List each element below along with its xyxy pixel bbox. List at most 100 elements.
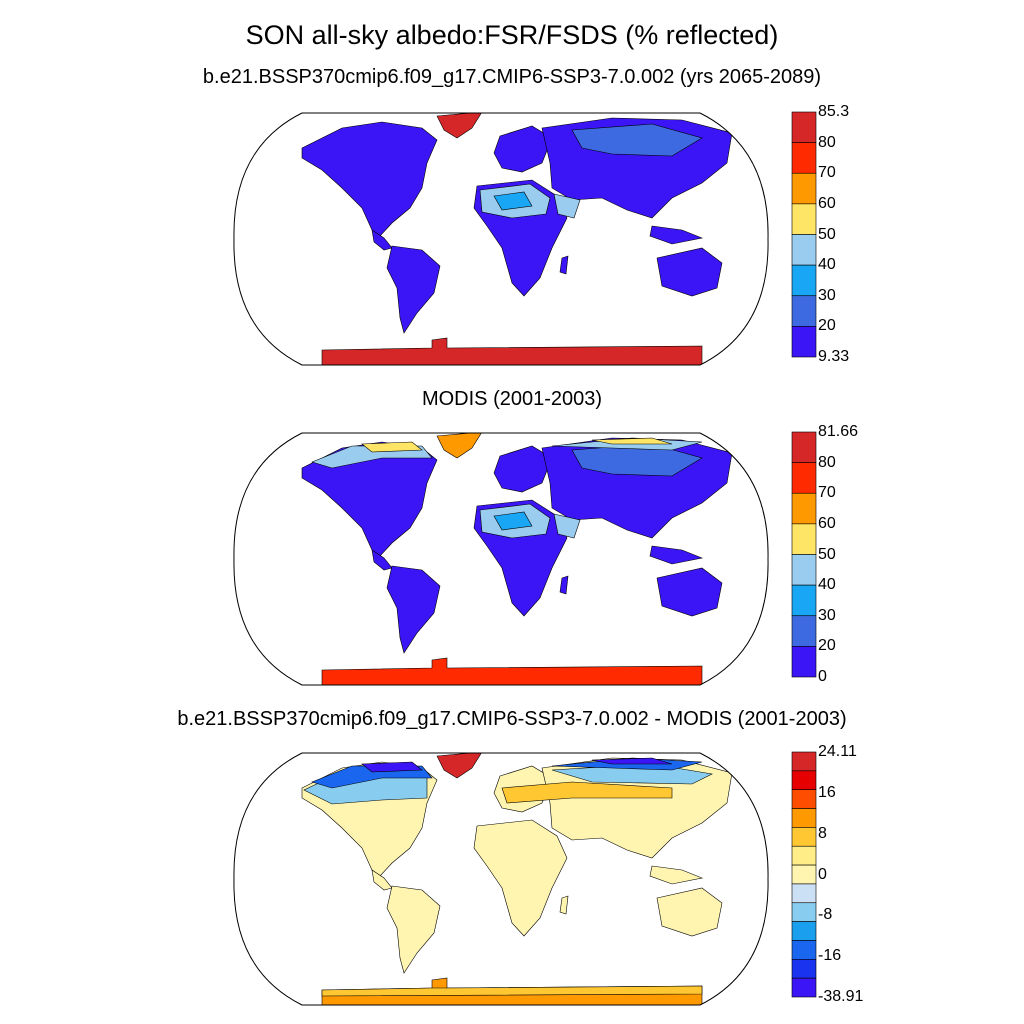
colorbar-swatch xyxy=(791,264,817,297)
colorbar-tick-label: -16 xyxy=(818,947,842,965)
colorbar-swatch xyxy=(791,203,817,235)
figure-title: SON all-sky albedo:FSR/FSDS (% reflected… xyxy=(245,20,779,50)
eurasia-band xyxy=(501,781,673,804)
colorbar-tick-label: 20 xyxy=(818,637,836,655)
siberia xyxy=(571,123,703,157)
colorbar-swatch xyxy=(791,615,817,647)
map-panel-1 xyxy=(233,112,769,366)
colorbar-swatch xyxy=(791,940,817,960)
colorbar-swatch xyxy=(791,883,817,904)
colorbar-swatch xyxy=(791,462,817,494)
panel-2-title: MODIS (2001-2003) xyxy=(421,388,603,410)
arctic-rim-na xyxy=(311,445,433,469)
panel-1-title: b.e21.BSSP370cmip6.f09_g17.CMIP6-SSP3-7.… xyxy=(202,66,822,88)
colorbar-swatch xyxy=(791,431,817,463)
australia xyxy=(656,567,723,617)
colorbar-tick-label: 16 xyxy=(818,783,836,801)
colorbar-tick-label: 85.3 xyxy=(818,103,850,120)
colorbar-tick-label: 0 xyxy=(818,668,827,685)
se-asia-islands xyxy=(649,545,704,565)
colorbar-swatch xyxy=(791,295,817,327)
central-america xyxy=(371,229,393,251)
colorbar-swatch xyxy=(791,751,817,772)
colorbar-swatch xyxy=(791,845,817,866)
colorbar-swatch xyxy=(791,770,817,790)
arabia xyxy=(553,513,581,539)
colorbar-swatch xyxy=(791,921,817,941)
colorbar-tick-label: 81.66 xyxy=(818,423,859,440)
sahara-core xyxy=(493,191,533,211)
europe xyxy=(493,125,553,173)
central-america xyxy=(371,549,393,571)
colorbar-tick-label: 9.33 xyxy=(818,348,850,365)
colorbar-swatch xyxy=(791,554,817,586)
australia xyxy=(656,247,723,297)
antarctica-edge xyxy=(321,985,703,997)
colorbar-tick-label: 60 xyxy=(818,194,836,212)
colorbar-panel-1 xyxy=(791,111,817,358)
se-asia-islands xyxy=(649,865,704,885)
antarctica xyxy=(321,657,703,685)
colorbar-tick-label: 0 xyxy=(818,865,827,883)
colorbar-swatch xyxy=(791,234,817,266)
colorbar-swatch xyxy=(791,977,817,998)
australia xyxy=(656,887,723,937)
colorbar-tick-label: 40 xyxy=(818,576,836,594)
colorbar-swatch xyxy=(791,142,817,174)
arctic-na-deep xyxy=(361,761,423,773)
europe xyxy=(493,445,553,493)
colorbar-swatch xyxy=(791,172,817,205)
map-panel-2 xyxy=(233,432,769,686)
arctic-asia-deep xyxy=(591,757,673,765)
colorbar-swatch xyxy=(791,492,817,525)
colorbar-tick-label: 30 xyxy=(818,606,836,624)
greenland xyxy=(436,433,483,459)
colorbar-tick-label: -8 xyxy=(818,906,833,924)
arctic-rim-asia-high xyxy=(591,437,673,445)
colorbar-tick-label: -38.91 xyxy=(818,988,864,1005)
south-america xyxy=(386,565,441,654)
colorbar-tick-label: 50 xyxy=(818,225,836,243)
colorbar-tick-label: 40 xyxy=(818,256,836,274)
north-america xyxy=(301,121,438,237)
south-america xyxy=(386,885,441,974)
colorbar-tick-label: 60 xyxy=(818,514,836,532)
arabia xyxy=(553,193,581,219)
colorbar-swatch xyxy=(791,902,817,922)
colorbar-swatch xyxy=(791,326,817,358)
colorbar-tick-label: 24.11 xyxy=(818,743,857,760)
colorbar-tick-label: 50 xyxy=(818,545,836,563)
colorbar-swatch xyxy=(791,646,817,678)
colorbar-tick-label: 80 xyxy=(818,453,836,471)
south-america xyxy=(386,245,441,334)
colorbar-swatch xyxy=(791,789,817,809)
colorbar-tick-label: 30 xyxy=(818,286,836,304)
colorbar-swatch xyxy=(791,827,817,847)
colorbar-panel-3 xyxy=(791,751,817,998)
madagascar xyxy=(559,575,569,595)
panel-3-title: b.e21.BSSP370cmip6.f09_g17.CMIP6-SSP3-7.… xyxy=(177,708,847,730)
arctic-na xyxy=(311,765,433,789)
map-panel-3 xyxy=(233,752,769,1006)
colorbar-tick-label: 20 xyxy=(818,317,836,335)
colorbar-tick-label: 70 xyxy=(818,484,836,502)
madagascar xyxy=(559,255,569,275)
arctic-rim-na-high xyxy=(361,441,423,453)
greenland xyxy=(436,753,483,779)
africa xyxy=(473,819,568,937)
colorbar-swatch xyxy=(791,523,817,555)
colorbar-swatch xyxy=(791,864,817,885)
se-asia-islands xyxy=(649,225,704,245)
colorbar-swatch xyxy=(791,959,817,979)
colorbar-tick-label: 8 xyxy=(818,824,827,842)
sahara-core xyxy=(493,511,533,531)
madagascar xyxy=(559,895,569,915)
colorbar-swatch xyxy=(791,111,817,143)
colorbar-swatch xyxy=(791,808,817,828)
central-america xyxy=(371,869,393,891)
colorbar-tick-label: 80 xyxy=(818,133,836,151)
greenland xyxy=(436,113,483,139)
antarctica xyxy=(321,337,703,365)
colorbar-tick-label: 70 xyxy=(818,164,836,182)
colorbar-swatch xyxy=(791,584,817,617)
